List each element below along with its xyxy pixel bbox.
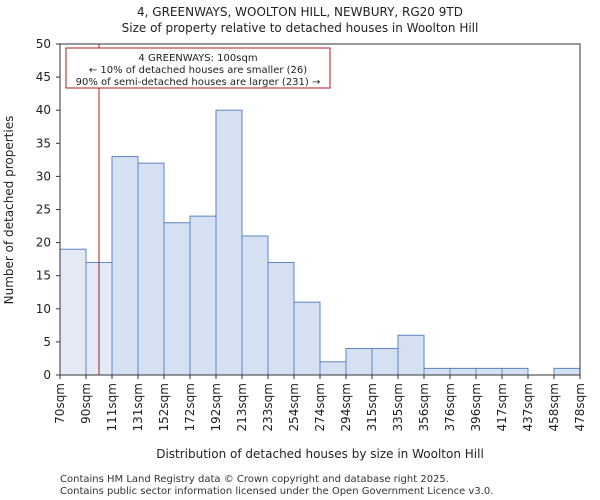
- x-tick-label: 111sqm: [105, 383, 119, 431]
- x-tick-label: 90sqm: [79, 383, 93, 424]
- x-tick-label: 213sqm: [235, 383, 249, 431]
- x-tick-label: 437sqm: [521, 383, 535, 431]
- annotation-line-2: ← 10% of detached houses are smaller (26…: [89, 65, 307, 76]
- y-axis: 0 5 10 15 20 25 30 35 40 45 50: [36, 37, 60, 382]
- y-tick-label: 5: [43, 335, 51, 349]
- bar-213sqm: [241, 235, 269, 376]
- bar-172sqm: [189, 215, 217, 376]
- bar-111sqm: [111, 156, 139, 376]
- chart-title: 4, GREENWAYS, WOOLTON HILL, NEWBURY, RG2…: [137, 5, 463, 19]
- bar-417sqm: [501, 367, 529, 376]
- x-tick-label: 315sqm: [365, 383, 379, 431]
- bars: [59, 109, 581, 376]
- annotation-line-1: 4 GREENWAYS: 100sqm: [138, 53, 257, 64]
- x-tick-label: 192sqm: [209, 383, 223, 431]
- y-tick-label: 35: [36, 136, 51, 150]
- x-tick-label: 478sqm: [573, 383, 587, 431]
- x-tick-label: 294sqm: [339, 383, 353, 431]
- bar-335sqm: [397, 334, 425, 376]
- x-axis: 70sqm 90sqm 111sqm 131sqm 152sqm 172sqm 192sqm…: [53, 375, 587, 431]
- x-axis-label: Distribution of detached houses by size …: [156, 447, 484, 461]
- y-axis-label: Number of detached properties: [2, 116, 16, 305]
- bar-376sqm: [449, 367, 477, 376]
- y-tick-label: 10: [36, 302, 51, 316]
- annotation-line-3: 90% of semi-detached houses are larger (…: [76, 77, 321, 88]
- plot-frame: [59, 43, 581, 376]
- chart-subtitle: Size of property relative to detached ho…: [122, 21, 479, 35]
- y-tick-label: 45: [36, 70, 51, 84]
- x-tick-label: 396sqm: [469, 383, 483, 431]
- bar-274sqm: [319, 361, 347, 376]
- x-tick-label: 335sqm: [391, 383, 405, 431]
- bar-396sqm: [475, 367, 503, 376]
- y-tick-label: 50: [36, 37, 51, 51]
- y-tick-label: 15: [36, 269, 51, 283]
- x-tick-label: 376sqm: [443, 383, 457, 431]
- bar-152sqm: [163, 222, 191, 376]
- y-tick-label: 40: [36, 103, 51, 117]
- x-tick-label: 417sqm: [495, 383, 509, 431]
- x-tick-label: 254sqm: [287, 383, 301, 431]
- footer-line-2: Contains public sector information licen…: [60, 486, 493, 497]
- bar-254sqm: [293, 301, 321, 376]
- bar-458sqm: [553, 367, 581, 376]
- x-tick-label: 356sqm: [417, 383, 431, 431]
- x-tick-label: 274sqm: [313, 383, 327, 431]
- bar-70sqm: [59, 248, 87, 376]
- x-tick-label: 131sqm: [131, 383, 145, 431]
- bar-294sqm: [345, 348, 373, 376]
- x-tick-label: 152sqm: [157, 383, 171, 431]
- x-tick-label: 233sqm: [261, 383, 275, 431]
- x-tick-label: 172sqm: [183, 383, 197, 431]
- y-tick-label: 20: [36, 236, 51, 250]
- bar-192sqm: [215, 109, 243, 376]
- bar-131sqm: [137, 162, 165, 376]
- annotation-frame: [65, 47, 331, 89]
- x-tick-label: 70sqm: [53, 383, 67, 424]
- annotation-box: 4 GREENWAYS: 100sqm ← 10% of detached ho…: [65, 47, 331, 89]
- bar-315sqm: [371, 348, 399, 376]
- footer-line-1: Contains HM Land Registry data © Crown c…: [60, 474, 449, 485]
- y-tick-label: 25: [36, 203, 51, 217]
- x-tick-label: 458sqm: [547, 383, 561, 431]
- bar-233sqm: [267, 261, 295, 376]
- y-tick-label: 30: [36, 169, 51, 183]
- y-tick-label: 0: [43, 368, 51, 382]
- bar-356sqm: [423, 367, 451, 376]
